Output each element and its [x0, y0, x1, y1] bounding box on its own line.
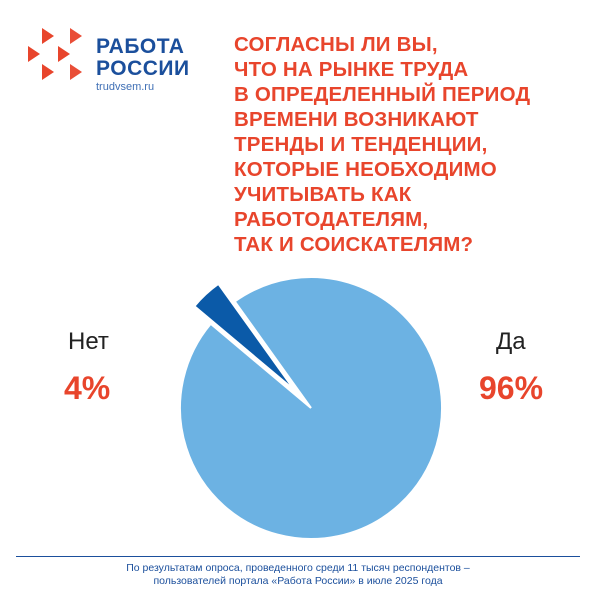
slice-value-yes: 96% — [479, 370, 544, 406]
slice-label-yes: Да — [496, 328, 526, 355]
question-line: СОГЛАСНЫ ЛИ ВЫ, — [234, 33, 438, 56]
pie-slice-yes — [179, 276, 443, 540]
logo-url: trudvsem.ru — [96, 81, 155, 93]
slice-value-no: 4% — [64, 370, 111, 406]
logo-title-line1: РАБОТА — [96, 35, 185, 58]
footnote: По результатам опроса, проведенного сред… — [0, 562, 596, 588]
survey-question: СОГЛАСНЫ ЛИ ВЫ, ЧТО НА РЫНКЕ ТРУДА В ОПР… — [234, 32, 584, 257]
brand-logo: РАБОТА РОССИИ trudvsem.ru — [24, 24, 204, 94]
footnote-line: пользователей портала «Работа России» в … — [153, 575, 443, 587]
question-line: РАБОТОДАТЕЛЯМ, — [234, 208, 429, 231]
footnote-line: По результатам опроса, проведенного сред… — [126, 562, 470, 574]
question-line: ТАК И СОИСКАТЕЛЯМ? — [234, 233, 474, 256]
question-line: ТРЕНДЫ И ТЕНДЕНЦИИ, — [234, 133, 488, 156]
slice-label-no: Нет — [68, 328, 109, 355]
question-line: ЧТО НА РЫНКЕ ТРУДА — [234, 58, 469, 81]
question-line: УЧИТЫВАТЬ КАК — [234, 183, 412, 206]
pie-slice-no — [192, 282, 296, 392]
logo-title-line2: РОССИИ — [96, 57, 190, 80]
question-line: ВРЕМЕНИ ВОЗНИКАЮТ — [234, 108, 479, 131]
question-line: В ОПРЕДЕЛЕННЫЙ ПЕРИОД — [234, 83, 531, 106]
question-line: КОТОРЫЕ НЕОБХОДИМО — [234, 158, 497, 181]
footer-divider — [16, 556, 580, 557]
brand-logo-icon — [28, 28, 82, 80]
